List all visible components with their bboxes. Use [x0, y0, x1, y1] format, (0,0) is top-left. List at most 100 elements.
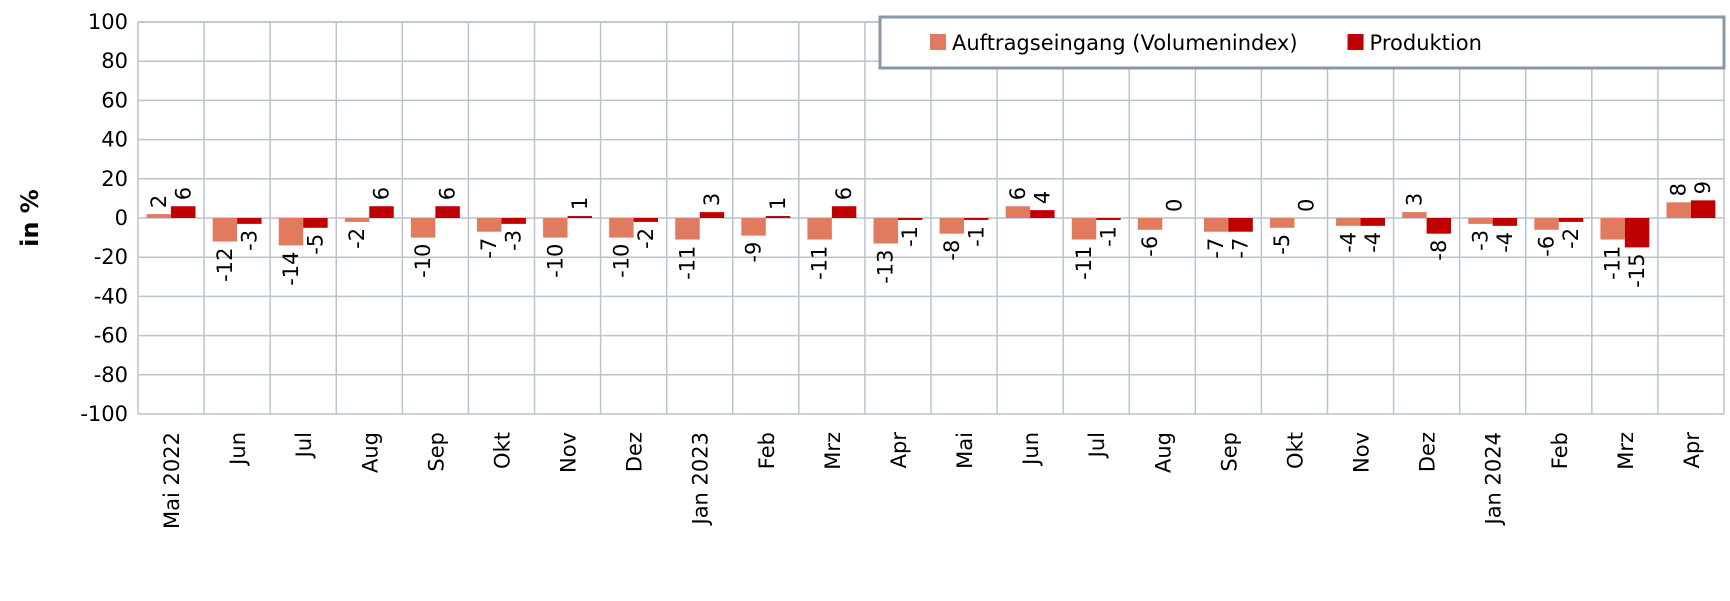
- data-label: -7: [477, 238, 501, 259]
- bar: [279, 218, 303, 245]
- data-label: 6: [1006, 187, 1030, 200]
- data-label: -2: [345, 228, 369, 249]
- bar: [435, 206, 459, 218]
- data-label: 6: [370, 187, 394, 200]
- data-label: 6: [171, 187, 195, 200]
- bar: [700, 212, 724, 218]
- data-label: 6: [436, 187, 460, 200]
- bar: [940, 218, 964, 234]
- x-tick-label: Sep: [1217, 432, 1241, 472]
- bar: [171, 206, 195, 218]
- bar: [345, 218, 369, 222]
- bar: [1361, 218, 1385, 226]
- x-tick-label: Dez: [1416, 432, 1440, 472]
- data-label: -15: [1625, 253, 1649, 287]
- bar: [1534, 218, 1558, 230]
- bar: [1427, 218, 1451, 234]
- data-label: -10: [411, 244, 435, 278]
- bar: [675, 218, 699, 240]
- data-label: -3: [237, 230, 261, 251]
- y-tick-label: -20: [94, 245, 128, 269]
- y-tick-label: 60: [101, 88, 128, 112]
- bar: [1559, 218, 1583, 222]
- data-label: -7: [1229, 238, 1253, 259]
- data-label: 1: [766, 197, 790, 210]
- data-label: -11: [1072, 246, 1096, 280]
- legend-label: Auftragseingang (Volumenindex): [952, 31, 1298, 55]
- bar: [1030, 210, 1054, 218]
- data-label: -5: [1270, 234, 1294, 255]
- data-label: -10: [543, 244, 567, 278]
- x-tick-label: Mai: [953, 432, 977, 469]
- data-label: -11: [675, 246, 699, 280]
- data-label: -3: [1468, 230, 1492, 251]
- x-tick-label: Feb: [1548, 432, 1572, 469]
- x-tick-label: Jun: [226, 432, 250, 467]
- bar: [501, 218, 525, 224]
- data-label: -8: [940, 240, 964, 261]
- data-label: 8: [1667, 183, 1691, 196]
- data-label: -4: [1336, 232, 1360, 253]
- data-label: -4: [1361, 232, 1385, 253]
- y-tick-label: 100: [88, 10, 128, 34]
- bar: [1138, 218, 1162, 230]
- bar: [477, 218, 501, 232]
- bar: [874, 218, 898, 243]
- data-label: -1: [1096, 226, 1120, 247]
- x-tick-label: Nov: [1350, 432, 1374, 473]
- bar: [1270, 218, 1294, 228]
- data-label: 6: [832, 187, 856, 200]
- data-label: -2: [634, 228, 658, 249]
- x-tick-label: Okt: [490, 432, 514, 469]
- y-tick-label: -60: [94, 324, 128, 348]
- bar: [609, 218, 633, 238]
- data-label: -7: [1204, 238, 1228, 259]
- data-label: 2: [147, 195, 171, 208]
- x-tick-label: Jul: [292, 432, 316, 459]
- x-tick-label: Apr: [1680, 432, 1704, 469]
- data-label: -8: [1427, 240, 1451, 261]
- data-label: -4: [1493, 232, 1517, 253]
- bar: [634, 218, 658, 222]
- data-label: -9: [742, 242, 766, 263]
- legend-swatch: [1348, 34, 1364, 50]
- x-tick-label: Feb: [755, 432, 779, 469]
- y-tick-label: 80: [101, 49, 128, 73]
- x-tick-label: Jul: [1085, 432, 1109, 459]
- bar: [1468, 218, 1492, 224]
- bar: [543, 218, 567, 238]
- x-tick-label: Apr: [887, 432, 911, 469]
- data-label: -6: [1138, 236, 1162, 257]
- x-tick-label: Jan 2023: [689, 432, 713, 527]
- data-label: 4: [1030, 191, 1054, 204]
- data-label: -6: [1535, 236, 1559, 257]
- x-tick-label: Jan 2024: [1482, 432, 1506, 527]
- y-tick-label: 0: [115, 206, 128, 230]
- bar: [303, 218, 327, 228]
- bar: [898, 218, 922, 220]
- bar: [1625, 218, 1649, 247]
- bar: [1006, 206, 1030, 218]
- bar: [1072, 218, 1096, 240]
- legend-swatch: [930, 34, 946, 50]
- bar: [1402, 212, 1426, 218]
- y-tick-label: -40: [94, 284, 128, 308]
- bar: [766, 216, 790, 218]
- bar: [964, 218, 988, 220]
- data-label: 3: [1402, 193, 1426, 206]
- bar: [741, 218, 765, 236]
- y-tick-label: 20: [101, 167, 128, 191]
- data-label: 9: [1691, 181, 1715, 194]
- data-label: 0: [1295, 199, 1319, 212]
- bar: [1691, 200, 1715, 218]
- y-axis-label: in %: [16, 189, 44, 247]
- x-tick-label: Nov: [557, 432, 581, 473]
- bar: [1204, 218, 1228, 232]
- bar: [1096, 218, 1120, 220]
- bar: [832, 206, 856, 218]
- bar: [568, 216, 592, 218]
- bar: [213, 218, 237, 242]
- bar: [369, 206, 393, 218]
- x-tick-label: Dez: [623, 432, 647, 472]
- y-tick-label: -100: [80, 402, 128, 426]
